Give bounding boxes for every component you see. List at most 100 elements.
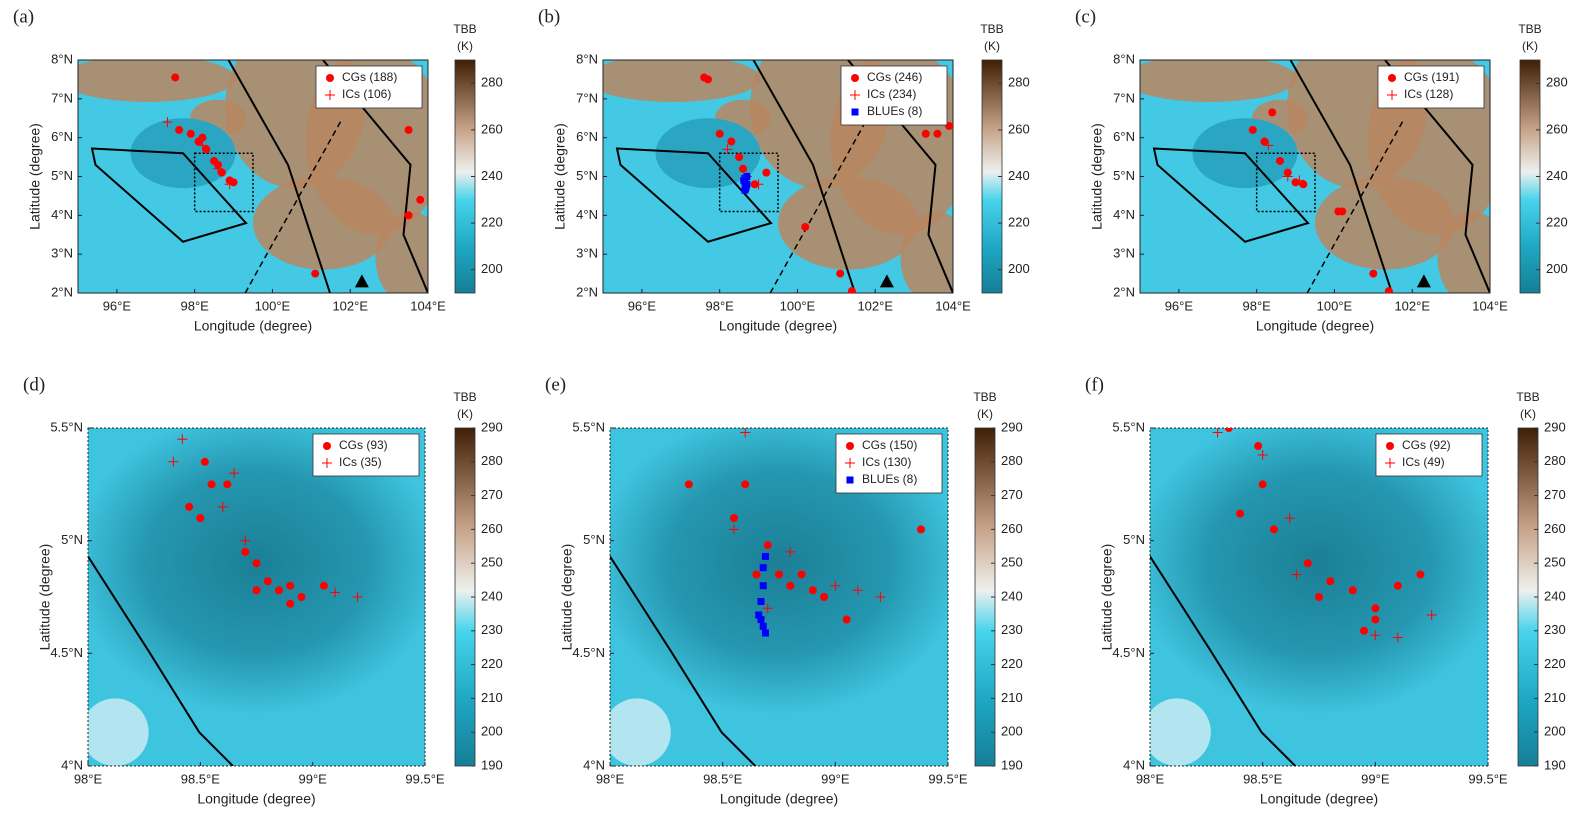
coast: [615, 147, 773, 243]
colorbar-tick-label: 260: [481, 121, 503, 136]
x-axis-label: Longitude (degree): [1260, 791, 1378, 807]
ic-point: [213, 163, 223, 174]
y-tick-label: 7°N: [576, 90, 598, 105]
cg-point: [727, 137, 736, 146]
legend-label: ICs (106): [342, 87, 391, 101]
cg-point: [1260, 137, 1269, 146]
colorbar-tick-label: 280: [481, 453, 503, 468]
y-axis-label: Latitude (degree): [559, 544, 575, 651]
x-tick-label: 104°E: [1472, 298, 1508, 313]
legend-marker: [846, 476, 854, 484]
y-tick-label: 2°N: [576, 284, 598, 299]
colorbar-title: TBB: [453, 390, 476, 404]
x-tick-label: 100°E: [780, 298, 816, 313]
y-tick-label: 6°N: [51, 129, 73, 144]
cg-point: [735, 153, 744, 162]
ic-point: [352, 592, 363, 602]
colorbar-tick-label: 240: [1008, 168, 1030, 183]
cg-point: [1291, 178, 1300, 187]
colorbar-tick-label: 290: [1001, 419, 1023, 434]
blue-point: [759, 582, 767, 590]
colorbar-tick-label: 220: [481, 656, 503, 671]
cg-point: [1393, 581, 1402, 590]
ic-point: [753, 179, 764, 190]
cg-point: [752, 570, 761, 579]
x-tick-label: 98°E: [596, 771, 625, 786]
colorbar-title: TBB: [980, 22, 1003, 36]
blue-point: [759, 622, 767, 630]
x-tick-label: 96°E: [628, 298, 657, 313]
legend-label: ICs (128): [1404, 87, 1453, 101]
colorbar-tick-label: 200: [1544, 724, 1566, 739]
legend-marker: [850, 90, 860, 100]
y-tick-label: 4.5°N: [572, 645, 605, 660]
clear-area: [88, 698, 149, 766]
cg-point: [286, 581, 295, 590]
legend-marker: [326, 74, 334, 82]
legend-label: BLUEs (8): [867, 104, 922, 118]
y-axis-label: Latitude (degree): [37, 544, 53, 651]
colorbar-tick-label: 230: [1001, 622, 1023, 637]
ic-point: [785, 546, 796, 557]
border: [322, 60, 428, 293]
ic-point: [728, 524, 739, 535]
y-tick-label: 7°N: [51, 90, 73, 105]
colorbar-tick-label: 220: [1546, 215, 1568, 230]
colorbar-tick-label: 250: [1001, 555, 1023, 570]
cg-point: [847, 287, 856, 293]
y-tick-label: 5.5°N: [572, 419, 605, 434]
zoom-box: [1255, 152, 1316, 213]
warm-area: [603, 60, 761, 102]
colorbar-title: TBB: [453, 22, 476, 36]
y-tick-label: 5°N: [61, 532, 83, 547]
cg-point: [1338, 207, 1347, 216]
legend-label: ICs (234): [867, 87, 916, 101]
legend-label: CGs (92): [1402, 438, 1451, 452]
y-tick-label: 5.5°N: [1112, 419, 1145, 434]
cg-point: [186, 129, 195, 138]
cg-point: [1371, 615, 1380, 624]
x-tick-label: 98.5°E: [181, 771, 221, 786]
colorbar-tick-label: 260: [1544, 521, 1566, 536]
cg-point: [1248, 125, 1257, 134]
cg-point: [808, 586, 817, 595]
zoom-box: [193, 152, 254, 213]
legend-marker: [851, 108, 859, 116]
ic-point: [1263, 140, 1274, 151]
y-tick-label: 4.5°N: [50, 645, 83, 660]
station: [1416, 274, 1431, 288]
cg-point: [229, 178, 238, 187]
cg-point: [729, 514, 738, 523]
ic-point: [852, 585, 863, 596]
ic-point: [217, 501, 228, 512]
colorbar-tick-label: 240: [1546, 168, 1568, 183]
colorbar-tick-label: 240: [1544, 588, 1566, 603]
y-tick-label: 5°N: [583, 532, 605, 547]
colorbar-title: TBB: [1518, 22, 1541, 36]
data-layer: [700, 73, 953, 293]
x-axis-label: Longitude (degree): [194, 318, 312, 334]
station: [354, 274, 369, 288]
plot-frame: [87, 427, 426, 767]
cg-point: [171, 73, 180, 82]
border: [227, 60, 331, 293]
y-tick-label: 4°N: [583, 757, 605, 772]
plot-frame: [609, 427, 949, 767]
cg-point: [786, 581, 795, 590]
x-tick-label: 99.5°E: [928, 771, 968, 786]
colorbar-tick-label: 200: [481, 261, 503, 276]
coast: [90, 147, 248, 243]
colorbar-tick-label: 240: [481, 168, 503, 183]
colorbar-tick-label: 230: [1544, 622, 1566, 637]
panel-label: (c): [1075, 6, 1096, 27]
colorbar-tick-label: 190: [1544, 757, 1566, 772]
colorbar-tick-label: 200: [1008, 261, 1030, 276]
cg-point: [311, 269, 320, 278]
y-tick-label: 5°N: [51, 168, 73, 183]
colorbar-unit: (K): [1522, 39, 1538, 53]
cg-point: [1348, 586, 1357, 595]
colorbar-unit: (K): [977, 407, 993, 421]
blue-point: [761, 629, 769, 637]
cg-point: [916, 525, 925, 534]
cg-point: [200, 457, 209, 466]
